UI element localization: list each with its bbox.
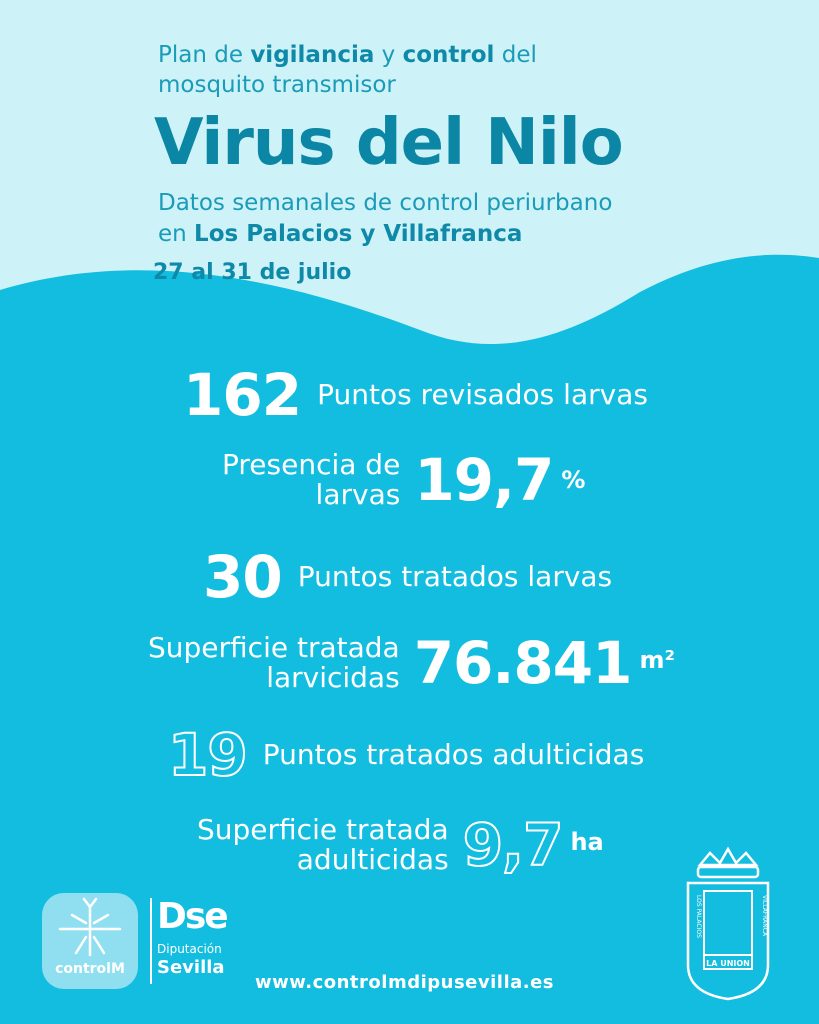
stat-label: Superficie tratada larvicidas — [148, 633, 400, 693]
stat-row: 19 Puntos tratados adulticidas — [167, 721, 645, 789]
stat-row: Presencia de larvas 19,7% — [222, 446, 586, 514]
divider — [150, 898, 152, 984]
stat-value: 162 — [183, 361, 302, 429]
stat-value: 30 — [203, 543, 283, 611]
controlm-logo: controlM — [42, 893, 138, 989]
stat-label-line: adulticidas — [296, 843, 449, 876]
subtitle: Datos semanales de control periurbano en… — [158, 188, 612, 250]
stat-label-line: Puntos revisados larvas — [317, 378, 648, 411]
intro-text: mosquito transmisor — [158, 72, 396, 98]
stat-unit: ha — [570, 828, 604, 856]
stat-row: Superficie tratada larvicidas 76.841 m² — [148, 629, 676, 697]
stat-label-line: larvicidas — [266, 661, 400, 694]
shield-banner: LA UNION — [706, 959, 750, 968]
logo-text: controlM — [55, 961, 125, 977]
subtitle-bold: Los Palacios y Villafranca — [194, 221, 523, 247]
stat-label-line: Superficie tratada — [148, 631, 400, 664]
shield-text: LOS PALACIOS — [695, 895, 702, 938]
stat-label-line: Puntos tratados adulticidas — [262, 738, 645, 771]
stat-unit: m² — [639, 646, 676, 674]
stat-value: 19,7 — [414, 446, 554, 514]
stat-label: Presencia de larvas — [222, 450, 400, 510]
dse-mark: Dse — [157, 896, 229, 937]
stat-label: Puntos tratados adulticidas — [263, 740, 645, 770]
dse-line: Diputación — [157, 942, 222, 956]
intro-text: y — [374, 42, 403, 68]
stat-label-line: Presencia de — [222, 448, 401, 481]
stat-value: 19 — [167, 721, 249, 789]
stat-label: Superficie tratada adulticidas — [197, 815, 449, 875]
stat-label: Puntos revisados larvas — [317, 380, 648, 410]
url: www.controlmdipusevilla.es — [255, 972, 555, 993]
shield-text: VILLAFRANCA — [761, 895, 768, 937]
intro-text: Plan de — [158, 42, 251, 68]
stat-unit: % — [561, 466, 586, 494]
stat-value: 9,7 — [462, 811, 565, 879]
stat-row: Superficie tratada adulticidas 9,7 ha — [197, 811, 604, 879]
intro-bold: control — [402, 42, 495, 68]
stat-row: 162 Puntos revisados larvas — [183, 365, 648, 425]
stat-row: 30 Puntos tratados larvas — [203, 547, 612, 607]
dse-line: Sevilla — [157, 957, 225, 978]
title: Virus del Nilo — [154, 106, 624, 180]
intro: Plan de vigilancia y control del mosquit… — [158, 40, 537, 100]
stat-label-line: Superficie tratada — [197, 813, 449, 846]
date: 27 al 31 de julio — [153, 260, 352, 285]
mosquito-icon — [58, 897, 122, 957]
subtitle-text: en — [158, 221, 195, 247]
stat-label-line: Puntos tratados larvas — [297, 560, 613, 593]
stat-label-line: larvas — [315, 478, 401, 511]
subtitle-text: Datos semanales de control periurbano — [158, 190, 613, 216]
stat-label: Puntos tratados larvas — [298, 562, 612, 592]
intro-bold: vigilancia — [250, 42, 375, 68]
shield: LA UNION LOS PALACIOS VILLAFRANCA — [686, 846, 770, 1001]
intro-text: del — [494, 42, 537, 68]
stat-value: 76.841 — [413, 629, 633, 697]
